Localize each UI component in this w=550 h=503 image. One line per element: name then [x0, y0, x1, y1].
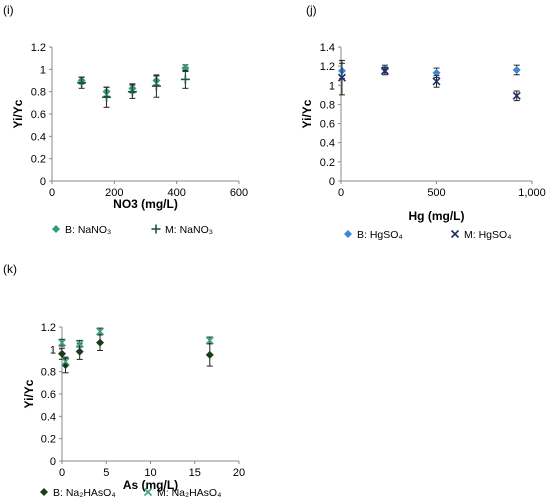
x-axis-title: NO3 (mg/L)	[113, 197, 178, 211]
data-point	[512, 65, 521, 74]
data-point-b	[57, 338, 67, 347]
y-tick-label: 0.2	[31, 154, 46, 166]
legend-label: M: NaNO₃	[165, 224, 213, 236]
legend-marker	[52, 225, 60, 233]
legend: B: NaNO₃ M: NaNO₃	[52, 224, 213, 236]
series-1	[77, 69, 190, 108]
data-point-b	[380, 66, 389, 75]
y-tick-label: 0.2	[320, 157, 335, 169]
data-point	[61, 357, 70, 366]
x-tick-label: 200	[105, 187, 123, 199]
data-point	[151, 81, 161, 91]
panel-label: (j)	[306, 3, 317, 17]
data-point-b	[512, 91, 521, 100]
y-tick-label: 1	[40, 64, 46, 76]
data-point	[58, 349, 66, 358]
y-tick-label: 0	[329, 176, 335, 188]
chart-panel-2: (k) 0 0.2 0.4 0.6 0.8 1 1.2 0 5 10 15 20 As (mg/L) Yi/…	[3, 262, 245, 499]
y-tick-label: 1.2	[31, 42, 46, 54]
y-tick-label: 0.6	[320, 119, 335, 131]
data-point	[180, 74, 190, 84]
y-tick-label: 0.8	[41, 367, 56, 379]
x-tick-label: 500	[427, 187, 445, 199]
data-point-b	[95, 327, 105, 336]
y-axis-title: Yi/Yc	[300, 99, 314, 128]
y-axis-title: Yi/Yc	[11, 99, 25, 128]
legend: B: Na₂HAsO₄ M: Na₂HAsO₄	[40, 487, 221, 499]
data-point	[337, 73, 347, 82]
y-tick-label: 0.6	[31, 109, 46, 121]
data-point	[96, 338, 105, 347]
x-tick-label: 0	[338, 187, 344, 199]
data-point	[205, 350, 214, 359]
y-tick-label: 1.2	[320, 61, 335, 73]
data-point-b	[432, 77, 441, 86]
y-tick-label: 0	[40, 176, 46, 188]
x-axis-title: As (mg/L)	[123, 478, 178, 492]
x-tick-label: 600	[230, 187, 248, 199]
x-tick-label: 0	[59, 467, 65, 479]
legend-label: B: Na₂HAsO₄	[53, 487, 116, 499]
y-tick-label: 1	[329, 80, 335, 92]
panel-label: (k)	[3, 262, 17, 276]
data-point-b	[75, 339, 84, 348]
data-point	[205, 336, 214, 345]
series-1	[57, 327, 214, 366]
legend: B: HgSO₄ M: HgSO₄	[344, 229, 511, 241]
data-point	[380, 66, 389, 75]
data-point	[75, 339, 84, 348]
y-tick-label: 0.2	[41, 434, 56, 446]
legend-marker	[450, 229, 460, 239]
legend-label: M: HgSO₄	[464, 229, 511, 241]
data-point	[95, 327, 105, 336]
y-tick-label: 0	[50, 456, 56, 468]
legend-marker-b	[450, 229, 460, 239]
y-tick-label: 1	[50, 344, 56, 356]
chart-panel-1: (j) 0 0.2 0.4 0.6 0.8 1 1.2 1.4 0 500 1,000 Hg (mg/L…	[300, 3, 546, 241]
x-axis-title: Hg (mg/L)	[409, 209, 465, 223]
series-0	[337, 62, 521, 80]
x-tick-label: 15	[189, 467, 201, 479]
data-point	[432, 68, 441, 77]
data-point	[512, 91, 521, 100]
chart-panel-0: (i) 0 0.2 0.4 0.6 0.8 1 1.2 0 200 400 600 NO3 (mg/L)…	[3, 3, 248, 236]
data-point	[102, 92, 112, 102]
x-tick-label: 10	[144, 467, 156, 479]
y-tick-label: 0.8	[31, 87, 46, 99]
y-tick-label: 0.4	[31, 131, 46, 143]
legend-marker	[344, 230, 352, 238]
legend-marker	[143, 487, 153, 497]
y-tick-label: 0.6	[41, 389, 56, 401]
y-tick-label: 0.4	[320, 138, 335, 150]
y-tick-label: 0.8	[320, 99, 335, 111]
panel-label: (i)	[3, 3, 14, 17]
legend-marker-b	[143, 487, 153, 497]
legend-marker	[151, 224, 161, 234]
y-tick-label: 1.4	[320, 42, 335, 54]
x-tick-label: 0	[49, 187, 55, 199]
series-1	[337, 59, 521, 102]
data-point	[127, 87, 137, 97]
x-tick-label: 400	[167, 187, 185, 199]
data-point	[77, 78, 87, 88]
data-point-b	[205, 336, 214, 345]
legend-marker	[40, 488, 48, 496]
legend-label: B: NaNO₃	[65, 224, 111, 236]
legend-label: M: Na₂HAsO₄	[157, 487, 221, 499]
data-point-b	[337, 73, 347, 82]
data-point	[57, 338, 67, 347]
y-axis-title: Yi/Yc	[22, 379, 36, 408]
x-tick-label: 1,000	[518, 187, 546, 199]
legend-label: B: HgSO₄	[357, 229, 403, 241]
data-point-b	[61, 357, 70, 366]
x-tick-label: 20	[233, 467, 245, 479]
data-point	[75, 347, 84, 356]
data-point	[432, 77, 441, 86]
y-tick-label: 0.4	[41, 411, 56, 423]
y-tick-label: 1.2	[41, 322, 56, 334]
x-tick-label: 5	[103, 467, 109, 479]
